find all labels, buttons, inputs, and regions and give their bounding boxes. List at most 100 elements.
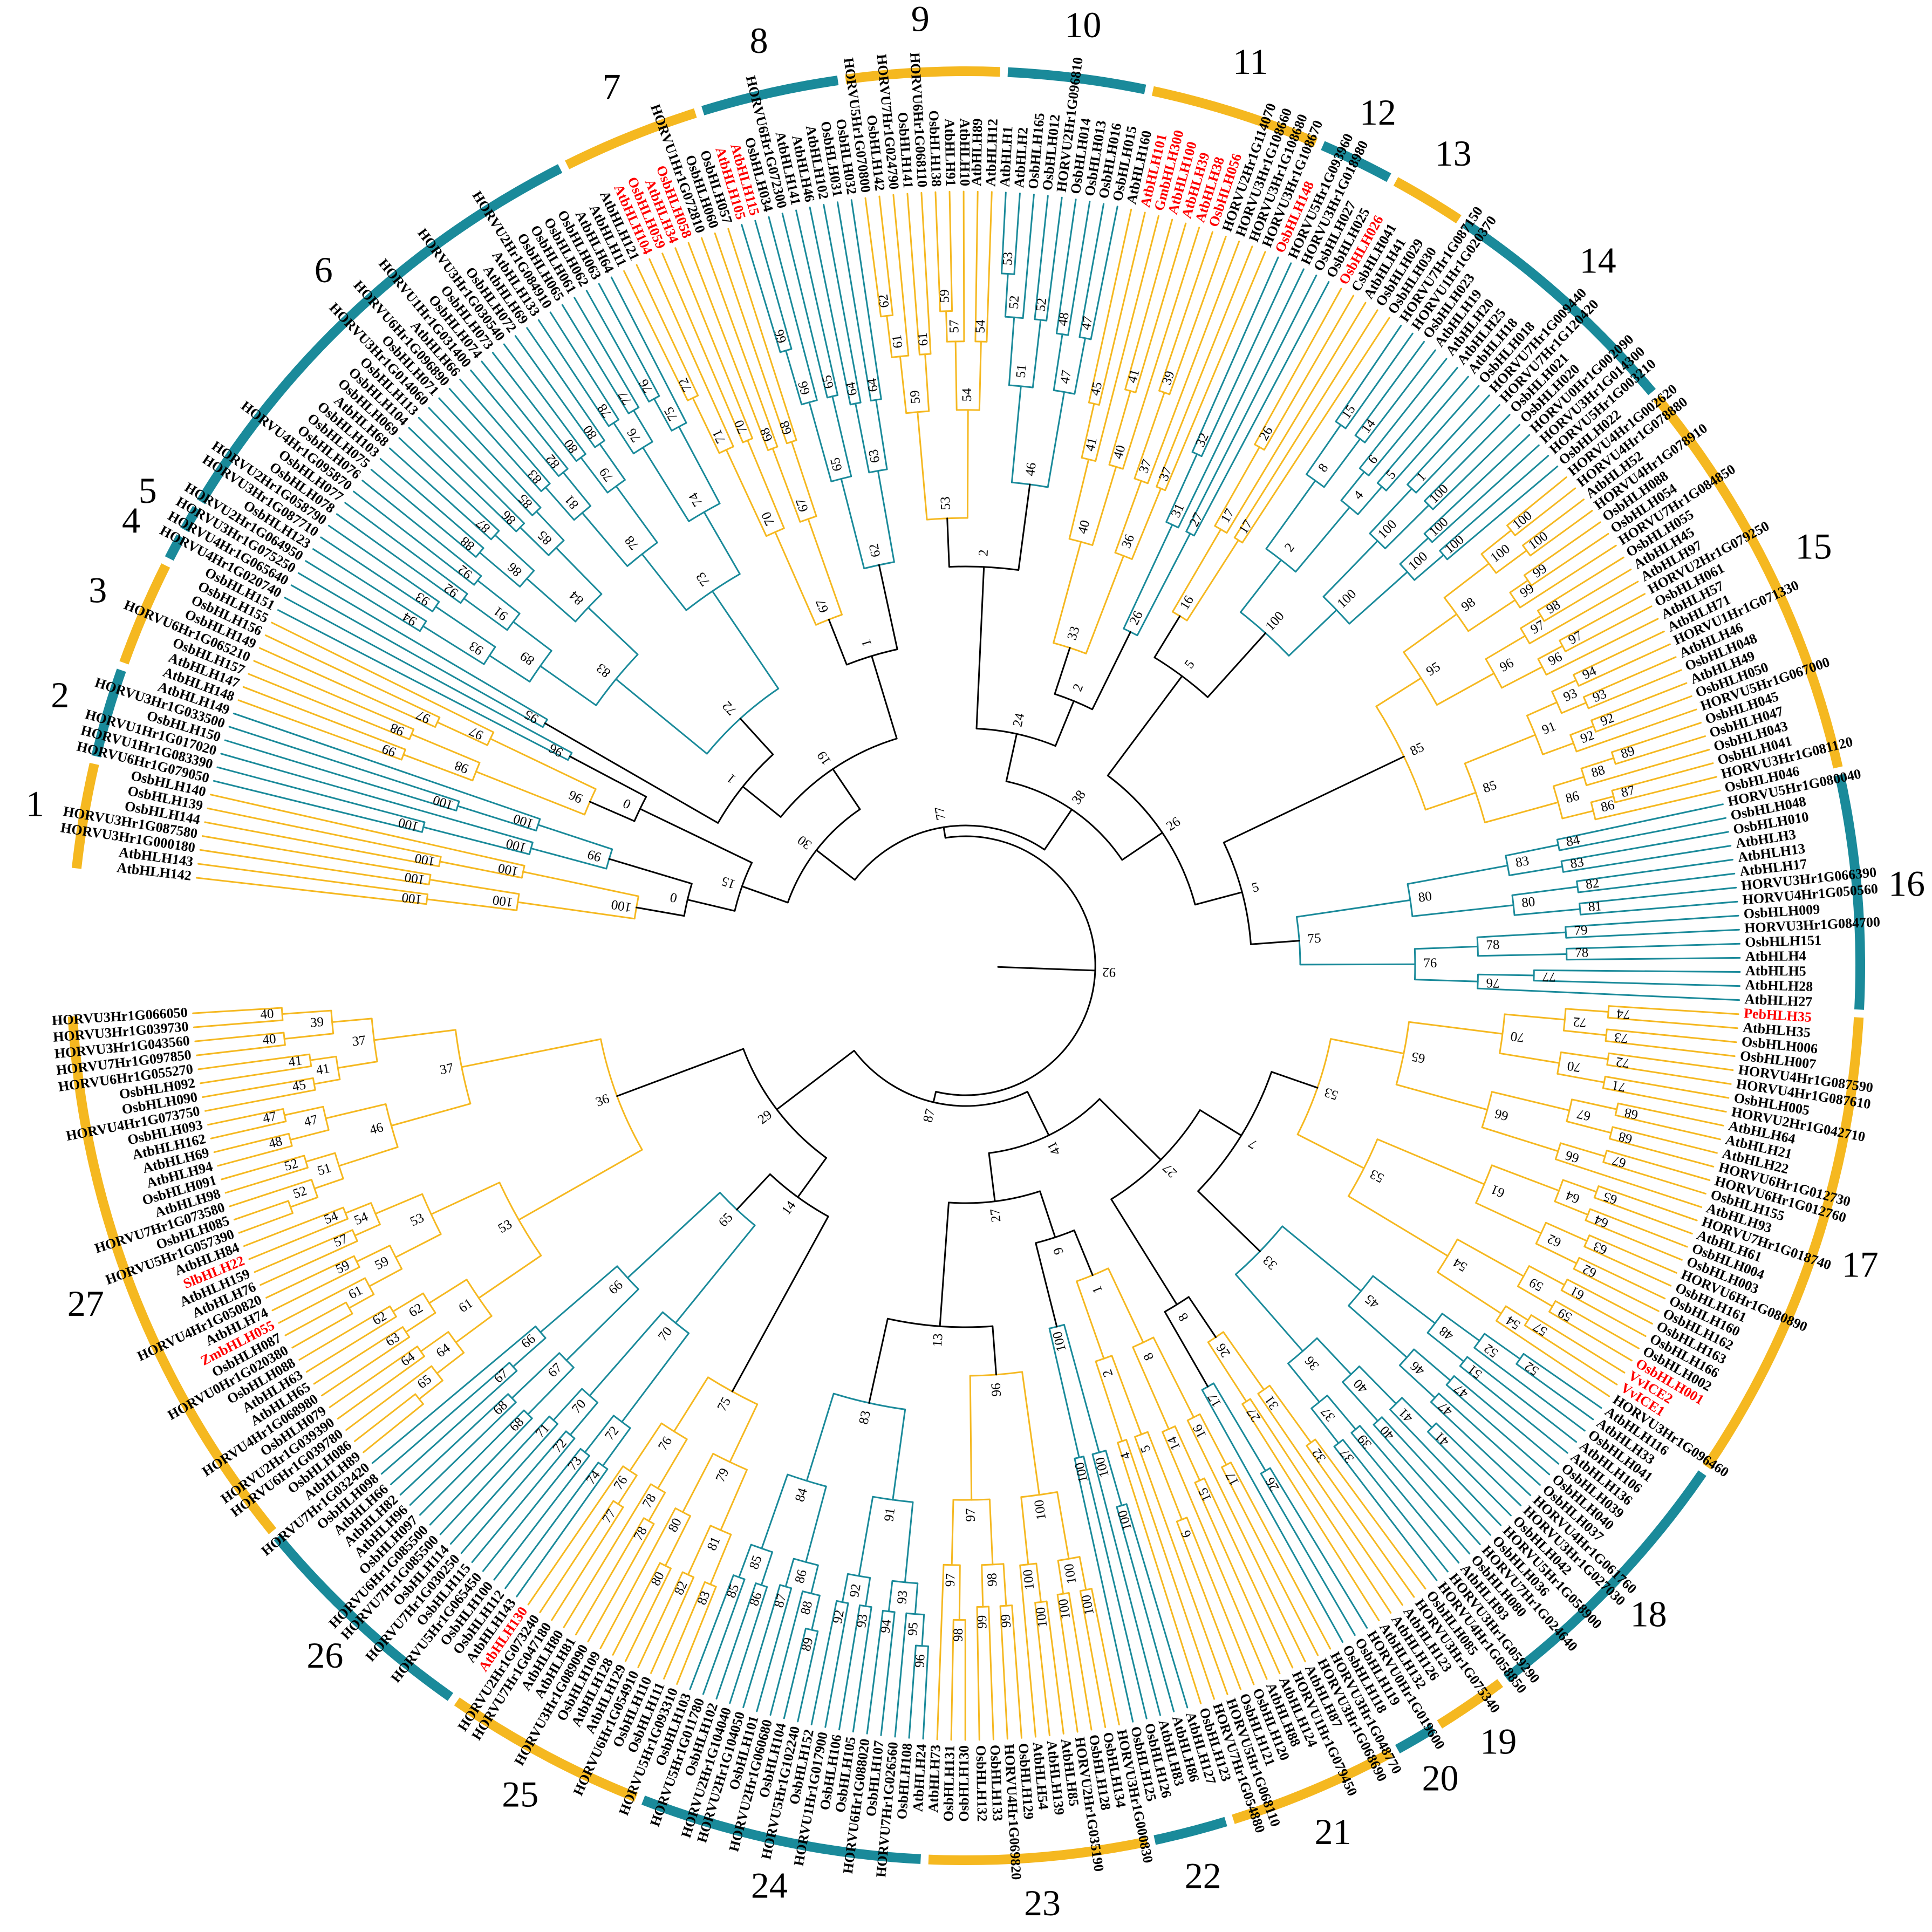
- branch-line: [585, 290, 650, 402]
- branch-line: [1561, 810, 1594, 820]
- branch-line: [1608, 1005, 1739, 1015]
- branch-line: [1053, 541, 1082, 644]
- branch-line: [999, 1605, 1008, 1740]
- branch-line: [1556, 1073, 1605, 1083]
- branch-line: [1607, 1016, 1738, 1029]
- branch-line: [1414, 554, 1445, 581]
- bootstrap-value: 51: [1465, 1362, 1485, 1382]
- branch-line: [805, 1392, 835, 1482]
- bootstrap-value: 100: [511, 811, 535, 831]
- bootstrap-value: 99: [999, 1614, 1014, 1628]
- branch-line: [1373, 1424, 1481, 1546]
- branch-line: [422, 826, 530, 855]
- branch-line: [729, 1586, 768, 1704]
- branch-line: [1068, 458, 1090, 540]
- clade-ring-segment: [1703, 1017, 1864, 1470]
- backbone-line: [988, 1152, 996, 1203]
- bootstrap-value: 26: [1214, 1341, 1233, 1360]
- bootstrap-value: 75: [1307, 931, 1322, 946]
- branch-line: [783, 1627, 807, 1719]
- bootstrap-value: 46: [1023, 462, 1039, 477]
- branch-line: [661, 252, 744, 443]
- bootstrap-value: 86: [747, 1590, 764, 1608]
- bootstrap-value: 82: [543, 452, 563, 471]
- leaf-label: AtbHLH12: [983, 119, 1001, 187]
- branch-line: [1385, 385, 1480, 491]
- branch-line: [678, 426, 721, 504]
- bootstrap-value: 54: [973, 319, 988, 333]
- branch-line: [1136, 533, 1191, 637]
- branch-line: [278, 1277, 366, 1324]
- bootstrap-value: 84: [793, 1486, 810, 1504]
- branch-line: [1358, 1366, 1397, 1405]
- backbone-support: 8: [1176, 1310, 1192, 1324]
- bootstrap-value: 65: [1602, 1189, 1620, 1207]
- branch-line: [503, 343, 586, 455]
- bootstrap-value: 80: [1417, 889, 1433, 905]
- branch-line: [1384, 504, 1430, 550]
- branch-line: [512, 620, 552, 652]
- branch-line: [1395, 1083, 1489, 1111]
- bootstrap-value: 72: [1615, 1054, 1631, 1070]
- branch-line: [1565, 929, 1740, 939]
- branch-line: [1481, 1127, 1559, 1152]
- bootstrap-value: 52: [1522, 1358, 1541, 1378]
- bootstrap-value: 66: [1493, 1106, 1510, 1124]
- branch-line: [1554, 1200, 1589, 1216]
- branch-line: [1524, 1325, 1618, 1385]
- bootstrap-value: 2: [1282, 541, 1298, 555]
- bootstrap-value: 86: [1564, 789, 1581, 807]
- bootstrap-value: 33: [1064, 625, 1082, 642]
- bootstrap-value: 76: [637, 377, 656, 395]
- backbone-line: [1026, 1091, 1050, 1136]
- clade-number: 15: [1796, 526, 1832, 567]
- clade-ring-segment: [1835, 774, 1865, 1010]
- bootstrap-value: 78: [595, 401, 615, 420]
- branch-line: [1606, 1028, 1737, 1043]
- branch-line: [715, 1582, 757, 1700]
- branch-line: [906, 193, 920, 356]
- branch-line: [1415, 404, 1500, 494]
- branch-line: [1207, 1341, 1247, 1403]
- branch-line: [1146, 240, 1240, 484]
- branch-line: [1598, 1185, 1698, 1221]
- branch-line: [1200, 262, 1292, 458]
- backbone-line: [589, 801, 636, 822]
- bootstrap-value: 17: [1205, 1391, 1224, 1410]
- branch-line: [271, 622, 495, 733]
- branch-line: [527, 1465, 624, 1606]
- branch-line: [224, 1166, 309, 1194]
- branch-line: [210, 794, 525, 867]
- branch-line: [1314, 1438, 1426, 1590]
- bootstrap-value: 89: [799, 1636, 816, 1653]
- branch-line: [193, 1019, 284, 1028]
- branch-line: [539, 1500, 615, 1614]
- branch-line: [379, 458, 484, 549]
- backbone-support: 87: [920, 1108, 938, 1124]
- branch-line: [1239, 559, 1282, 613]
- branch-line: [1595, 695, 1692, 733]
- branch-line: [1453, 1375, 1560, 1465]
- backbone-line: [741, 885, 789, 904]
- branch-line: [1122, 227, 1200, 470]
- branch-line: [1566, 943, 1740, 950]
- branch-line: [809, 206, 851, 406]
- branch-line: [610, 276, 687, 424]
- branch-line: [1560, 702, 1587, 714]
- clade-number: 24: [751, 1865, 788, 1906]
- branch-line: [336, 513, 462, 604]
- backbone-support: 9: [1050, 1245, 1067, 1256]
- branch-line: [637, 1571, 684, 1668]
- branch-line: [438, 397, 542, 509]
- bootstrap-value: 59: [937, 289, 952, 303]
- backbone-line: [1107, 675, 1183, 776]
- bootstrap-value: 73: [1614, 1030, 1629, 1046]
- branch-line: [807, 518, 843, 616]
- leaf-label: AtbHLH91: [941, 118, 959, 186]
- branch-line: [563, 1483, 652, 1628]
- branch-line: [493, 1455, 590, 1581]
- branch-line: [488, 654, 531, 682]
- branch-line: [1174, 1425, 1201, 1482]
- branch-line: [784, 1558, 795, 1588]
